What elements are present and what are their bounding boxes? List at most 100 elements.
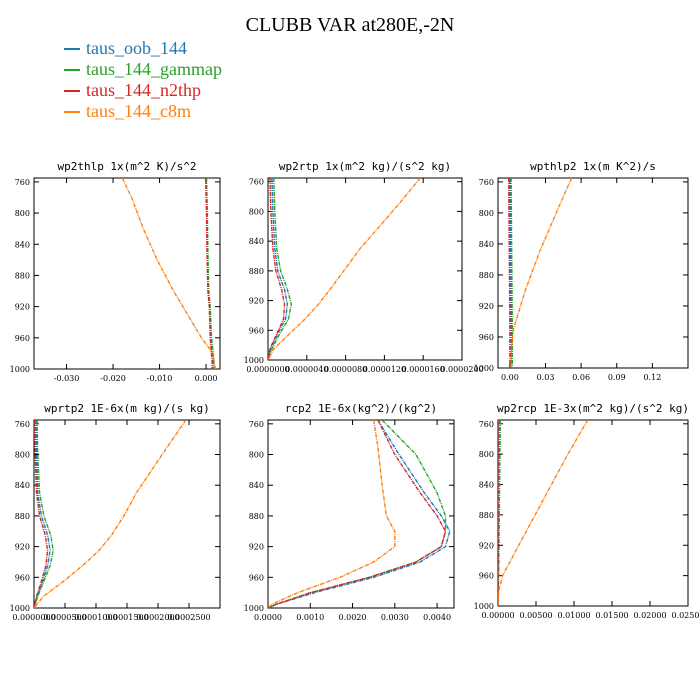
y-tick-label: 880 <box>479 271 494 280</box>
series-line <box>268 420 447 608</box>
x-tick-label: 0.02500 <box>671 611 700 620</box>
y-tick-label: 840 <box>15 240 30 249</box>
x-tick-label: 0.12 <box>643 373 661 382</box>
y-tick-label: 920 <box>479 541 494 550</box>
series-line <box>498 420 501 606</box>
y-tick-label: 760 <box>479 178 494 187</box>
y-tick-label: 920 <box>479 302 494 311</box>
series-line <box>121 178 216 369</box>
y-tick-label: 880 <box>249 267 264 276</box>
series-line <box>34 420 49 608</box>
plot-panel: wp2rcp 1E-3x(m^2 kg)/(s^2 kg)760 800 840 88… <box>474 402 700 620</box>
x-tick-label: 0.06 <box>572 373 590 382</box>
y-tick-label: 920 <box>15 543 30 552</box>
y-tick-label: 840 <box>479 240 494 249</box>
x-tick-label: 0.0000040 <box>285 365 328 374</box>
plot-panel: wprtp2 1E-6x(m kg)/(s kg) 760 800 840 880 920… <box>10 402 221 622</box>
y-tick-label: 760 <box>479 420 494 429</box>
figure-title: CLUBB VAR at280E,-2N <box>245 14 455 36</box>
y-tick-label: 840 <box>479 481 494 490</box>
legend-label: taus_oob_144 <box>86 38 187 58</box>
series-line <box>34 420 187 608</box>
x-tick-label: 0.00500 <box>519 611 552 620</box>
series-line <box>268 178 289 360</box>
x-tick-label: 0.03 <box>537 373 555 382</box>
series-line <box>510 178 513 368</box>
plot-frame <box>497 177 689 369</box>
x-tick-label: 0.0020 <box>339 613 367 622</box>
series-line <box>268 420 447 608</box>
y-tick-label: 800 <box>249 451 264 460</box>
y-tick-label: 880 <box>249 512 264 521</box>
series-line <box>510 178 573 368</box>
plot-title: wprtp2 1E-6x(m kg)/(s kg) <box>44 402 210 415</box>
x-tick-label: -0.010 <box>147 374 173 383</box>
plot-panel: wp2rtp 1x(m^2 kg)/(s^2 kg) 760 800 840 880 92… <box>244 160 484 374</box>
y-tick-label: 800 <box>249 207 264 216</box>
legend-swatch <box>64 89 80 92</box>
y-tick-label: 800 <box>15 451 30 460</box>
x-tick-label: 0.0001500 <box>105 613 148 622</box>
y-tick-label: 840 <box>249 237 264 246</box>
plot-title: wp2thlp 1x(m^2 K)/s^2 <box>57 160 196 173</box>
x-tick-label: 0.00 <box>501 373 519 382</box>
y-tick-label: 1000 <box>244 604 264 613</box>
plot-panel: wp2thlp 1x(m^2 K)/s^2 760 800 840 880 920 960 1… <box>10 160 221 383</box>
series-line <box>268 420 396 608</box>
legend-swatch <box>64 110 80 113</box>
y-tick-label: 960 <box>249 573 264 582</box>
y-tick-label: 840 <box>249 481 264 490</box>
x-tick-label: 0.0002500 <box>167 613 210 622</box>
legend: taus_oob_144 taus_144_gammap taus_144_n2… <box>64 38 222 122</box>
plot-frame <box>497 419 689 607</box>
legend-entry: taus_144_c8m <box>64 101 222 122</box>
x-tick-label: 0.01000 <box>557 611 590 620</box>
x-tick-label: 0.0000160 <box>402 365 445 374</box>
y-tick-label: 960 <box>15 573 30 582</box>
series-line <box>508 178 511 368</box>
series-line <box>268 420 451 608</box>
y-tick-label: 760 <box>249 420 264 429</box>
series-line <box>509 178 512 368</box>
plot-title: rcp2 1E-6x(kg^2)/(kg^2) <box>285 402 437 415</box>
legend-label: taus_144_c8m <box>86 101 191 121</box>
y-tick-label: 840 <box>15 481 30 490</box>
y-tick-label: 920 <box>15 303 30 312</box>
y-tick-label: 760 <box>249 178 264 187</box>
x-tick-label: 0.0040 <box>423 613 451 622</box>
y-tick-label: 1000 <box>474 602 494 611</box>
series-line <box>205 178 215 369</box>
x-tick-label: 0.0002000 <box>136 613 179 622</box>
legend-entry: taus_oob_144 <box>64 38 222 59</box>
y-tick-label: 1000 <box>244 356 264 365</box>
x-tick-label: 0.0000000 <box>246 365 289 374</box>
x-tick-label: 0.0001000 <box>74 613 117 622</box>
series-line <box>204 178 213 369</box>
legend-entry: taus_144_n2thp <box>64 80 222 101</box>
series-line <box>498 420 589 606</box>
y-tick-label: 800 <box>479 450 494 459</box>
x-tick-label: 0.09 <box>608 373 626 382</box>
x-tick-label: 0.0030 <box>381 613 409 622</box>
series-line <box>34 420 51 608</box>
plot-frame <box>267 177 463 361</box>
y-tick-label: 880 <box>15 271 30 280</box>
x-tick-label: 0.0000000 <box>12 613 55 622</box>
plot-title: wp2rtp 1x(m^2 kg)/(s^2 kg) <box>279 160 451 173</box>
y-tick-label: 800 <box>15 209 30 218</box>
x-tick-label: -0.020 <box>100 374 126 383</box>
series-line <box>268 178 421 360</box>
plot-title: wp2rcp 1E-3x(m^2 kg)/(s^2 kg) <box>497 402 689 415</box>
x-tick-label: 0.0000 <box>254 613 282 622</box>
y-tick-label: 920 <box>249 543 264 552</box>
x-tick-label: 0.02000 <box>633 611 666 620</box>
plot-title: wpthlp2 1x(m K^2)/s <box>530 160 656 173</box>
y-tick-label: 760 <box>15 178 30 187</box>
plot-frame <box>33 419 221 609</box>
y-tick-label: 800 <box>479 209 494 218</box>
series-line <box>268 178 286 360</box>
x-tick-label: 0.000 <box>195 374 218 383</box>
plot-frame <box>267 419 455 609</box>
x-tick-label: 0.0000500 <box>43 613 86 622</box>
